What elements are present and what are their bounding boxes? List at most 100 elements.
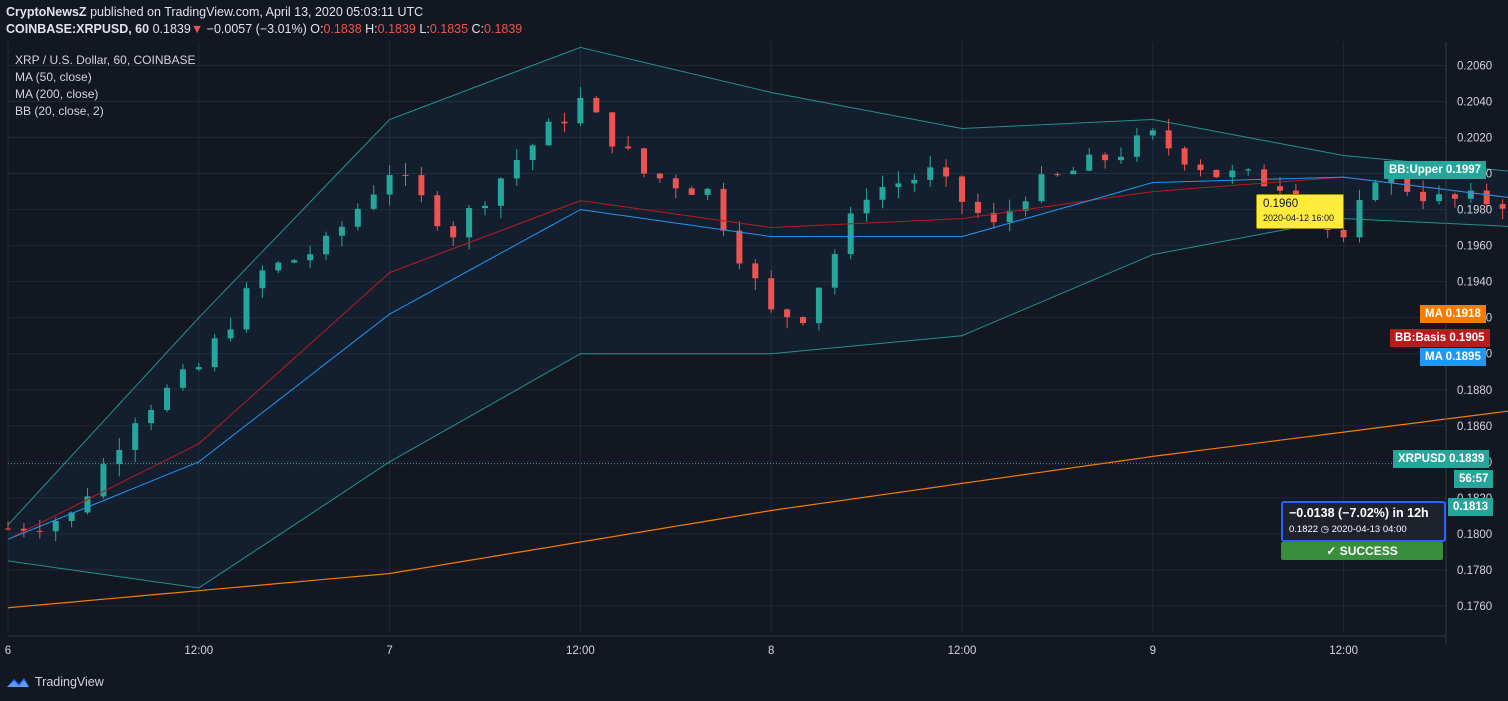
tradingview-logo-icon (7, 678, 29, 687)
price-tick-label: 0.1980 (1457, 205, 1492, 217)
success-badge: ✓ SUCCESS (1281, 542, 1443, 560)
legend-bb[interactable]: BB (20, close, 2) (15, 104, 104, 118)
candle-up (704, 188, 711, 195)
candle-down (800, 317, 806, 324)
candle-down (625, 146, 632, 149)
last-price-tag: XRPUSD 0.1839 (1393, 450, 1490, 468)
ma200-tag-label: MA (1425, 351, 1443, 363)
time-tick-label: 12:00 (1329, 645, 1358, 657)
candle-up (577, 97, 584, 124)
price-tick-label: 0.2020 (1457, 132, 1492, 144)
time-tick-label: 9 (1150, 645, 1156, 657)
candle-up (370, 194, 377, 209)
bb-basis-tag: BB:Basis 0.1905 (1390, 329, 1490, 347)
ma200-tag-value: 0.1895 (1445, 351, 1481, 363)
ma50-tag-value: 0.1918 (1445, 308, 1481, 320)
measure-box[interactable]: −0.0138 (−7.02%) in 12h 0.1822 ◷ 2020-04… (1281, 501, 1446, 542)
candle-up (927, 167, 934, 180)
callout-date: 2020-04-12 16:00 (1263, 213, 1335, 223)
ma200-line (7, 410, 1508, 609)
candle-down (959, 176, 965, 202)
candle-down (641, 148, 647, 174)
bar-countdown-tag: 56:57 (1454, 470, 1494, 488)
candle-down (1483, 190, 1490, 205)
candle-up (1038, 174, 1045, 202)
candle-up (211, 338, 218, 368)
time-tick-label: 12:00 (566, 645, 595, 657)
candle-up (132, 423, 139, 450)
candle-up (1436, 194, 1442, 202)
candle-up (164, 387, 170, 410)
publisher-name[interactable]: CryptoNewsZ (6, 5, 87, 19)
bb-upper-value: 0.1997 (1445, 164, 1482, 176)
candle-down (752, 263, 759, 279)
candle-down (561, 121, 568, 124)
low-value: 0.1835 (429, 22, 469, 36)
measure-end: 0.1822 ◷ 2020-04-13 04:00 (1289, 524, 1407, 535)
candle-up (307, 254, 314, 261)
candle-up (338, 226, 345, 236)
bb-basis-value: 0.1905 (1449, 332, 1485, 344)
candle-up (243, 288, 250, 330)
bb-lower-tag: 0.1813 (1448, 498, 1494, 516)
candle-up (275, 262, 282, 271)
bb-upper-line (7, 46, 1508, 526)
candle-up (386, 174, 393, 195)
ma50-tag: MA 0.1918 (1420, 305, 1486, 323)
candle-down (36, 530, 43, 532)
legend-ma200[interactable]: MA (200, close) (15, 87, 99, 101)
candle-up (1133, 135, 1140, 157)
bb-lower-line (7, 218, 1508, 589)
candle-up (545, 121, 552, 146)
candle-down (1165, 130, 1172, 149)
candle-down (1499, 204, 1506, 209)
candle-down (720, 188, 727, 231)
candle-down (418, 175, 425, 196)
legend-ma50[interactable]: MA (50, close) (15, 70, 92, 84)
candle-up (466, 208, 473, 238)
bb-upper-label: BB:Upper (1389, 164, 1443, 176)
candle-up (911, 179, 918, 184)
candle-down (1420, 191, 1427, 202)
price-tick-label: 0.1800 (1457, 529, 1492, 541)
bollinger-band-fill (8, 47, 1508, 588)
candle-up (1149, 130, 1156, 136)
bb-basis-label: BB:Basis (1395, 332, 1447, 344)
candle-up (100, 464, 107, 497)
time-tick-label: 12:00 (948, 645, 977, 657)
candle-up (1229, 170, 1236, 178)
low-label: L: (419, 22, 430, 36)
chart-header: CryptoNewsZ published on TradingView.com… (0, 0, 1508, 42)
candle-down (1197, 164, 1204, 170)
candle-down (20, 528, 27, 531)
candle-up (1070, 170, 1077, 175)
tradingview-brand: TradingView (35, 675, 104, 689)
open-label: O: (310, 22, 324, 36)
candle-down (688, 188, 695, 195)
candle-down (672, 178, 679, 189)
indicator-legend: XRP / U.S. Dollar, 60, COINBASE MA (50, … (15, 52, 196, 120)
published-text: published on TradingView.com, April 13, … (90, 5, 424, 19)
candle-up (831, 254, 838, 288)
candle-up (354, 208, 361, 227)
high-value: 0.1839 (377, 22, 416, 36)
legend-title[interactable]: XRP / U.S. Dollar, 60, COINBASE (15, 53, 196, 67)
open-value: 0.1838 (323, 22, 362, 36)
callout-value: 0.1960 (1263, 198, 1299, 210)
candle-up (513, 160, 520, 179)
candle-up (1372, 182, 1379, 200)
high-label: H: (365, 22, 378, 36)
indicator-lines (7, 46, 1508, 609)
tradingview-footer[interactable]: TradingView (6, 675, 104, 689)
candle-up (259, 270, 266, 289)
candle-up (291, 260, 298, 263)
candle-up (497, 178, 504, 206)
time-tick-label: 8 (768, 645, 774, 657)
candle-down (1340, 230, 1347, 238)
price-callout[interactable]: 0.1960 2020-04-12 16:00 (1256, 194, 1344, 229)
candle-down (5, 528, 11, 530)
close-label: C: (471, 22, 485, 36)
price-tick-label: 0.1960 (1457, 241, 1492, 253)
change-down-icon: ▼ (190, 22, 204, 36)
